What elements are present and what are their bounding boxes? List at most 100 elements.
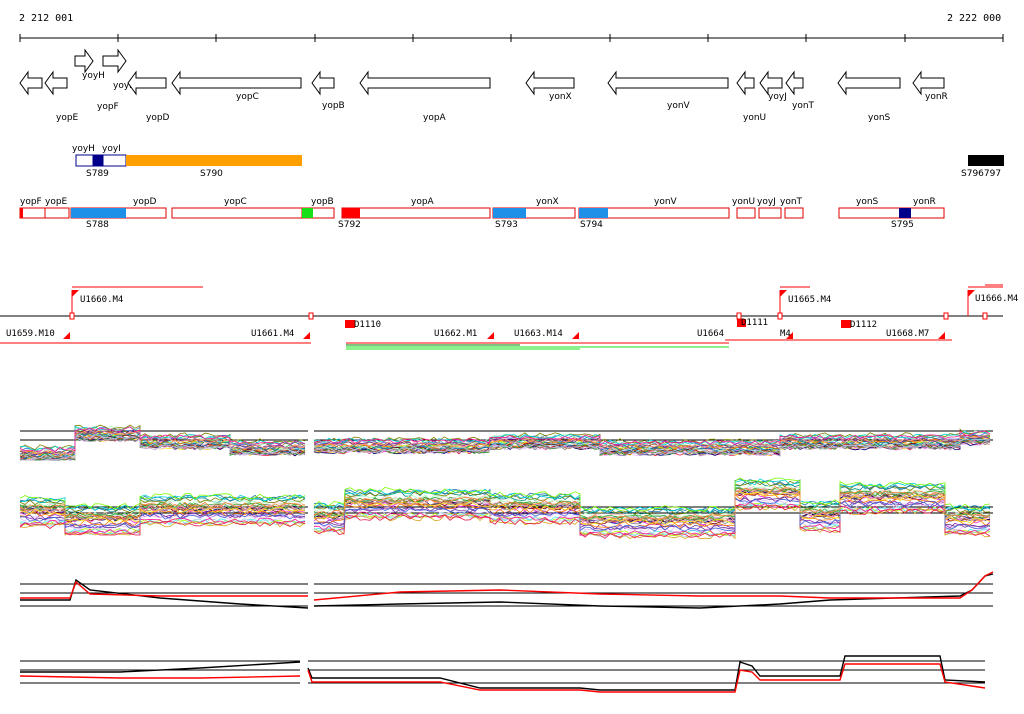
segment-label: S788: [86, 220, 109, 230]
expression-profile: [313, 440, 991, 456]
transcript-box: [345, 320, 355, 328]
segment-s790: [126, 155, 302, 166]
gene-label: yopC: [236, 92, 259, 102]
profile-red: [313, 571, 994, 601]
gene-yopA: yopA: [359, 70, 491, 123]
gene-yoyJ: yoyJ: [759, 70, 787, 102]
segment-label: S789: [86, 169, 109, 179]
segment-s796797: [968, 155, 1004, 166]
expression-profile: [313, 496, 991, 532]
transcript-end-flag: [572, 332, 579, 339]
gene-label: yopA: [423, 113, 447, 123]
segment-gene-label: yopB: [311, 197, 334, 207]
profile-red: [20, 580, 308, 599]
segment-gene-label: yonR: [913, 197, 936, 207]
coordinate-axis: [19, 34, 1004, 42]
gene-arrow: [311, 70, 335, 96]
segment-box: [44, 207, 70, 219]
gene-yonR: yonR: [912, 70, 948, 102]
segment-fill: [302, 208, 313, 218]
segment-gene-label: yonX: [536, 197, 559, 207]
expression-profile: [19, 518, 306, 535]
gene-arrow: [736, 70, 755, 96]
transcript-end-flag: [487, 332, 494, 339]
gene-arrow: [759, 70, 783, 96]
transcript-tick: [982, 312, 988, 320]
expression-panel-4: [19, 655, 986, 693]
expression-profile: [313, 438, 991, 454]
transcript-label: D1112: [850, 320, 877, 330]
gene-yopC: yopC: [171, 70, 302, 102]
gene-arrow: [19, 70, 43, 96]
segment-box: [758, 207, 782, 219]
gene-arrow: [607, 70, 729, 96]
gene-arrow: [837, 70, 901, 96]
expression-profile: [313, 477, 991, 512]
transcript-label: U1666.M4: [975, 294, 1018, 304]
profile-black: [307, 655, 986, 691]
segment-fill: [579, 208, 608, 218]
segment-gene-label: yopA: [411, 197, 435, 207]
expression-profile: [313, 504, 991, 539]
expression-profile: [313, 486, 991, 521]
segment-box: [171, 207, 303, 219]
gene-yopE: yopE: [44, 70, 79, 123]
segment-yoyI-box: [102, 154, 127, 167]
transcript-label: U1663.M14: [514, 329, 563, 339]
segment-fill: [899, 208, 911, 218]
transcript-track: U1659.M10 U1660.M4 U1661.M4 D1110 U1662.M1 U1…: [0, 284, 1018, 350]
expression-profile: [20, 436, 306, 461]
gene-yonS: yonS: [837, 70, 901, 123]
gene-label: yonX: [549, 92, 572, 102]
segment-box: [838, 207, 901, 219]
transcript-label: U1665.M4: [788, 295, 831, 305]
segment-gene-label: yonU: [732, 197, 755, 207]
segment-box: [341, 207, 491, 219]
transcript-end-flag: [63, 332, 70, 339]
transcript-label: D1110: [354, 320, 381, 330]
gene-yopF: yopF: [19, 70, 119, 112]
expression-profile: [19, 430, 306, 456]
segment-gene-label: yopE: [45, 197, 68, 207]
segment-gene-label: yonT: [780, 197, 803, 207]
expression-profile: [19, 434, 306, 460]
transcript-end-flag: [786, 332, 793, 339]
gene-arrow: [525, 70, 575, 96]
gene-label: yopF: [97, 102, 119, 112]
transcript-label: U1662.M1: [434, 329, 477, 339]
segment-gene-label: yopC: [224, 197, 247, 207]
gene-yopB: yopB: [311, 70, 345, 111]
gene-yonT: yonT: [785, 70, 815, 111]
gene-arrow: [74, 48, 94, 74]
transcript-label: M4: [780, 329, 791, 339]
segment-gene-label: yopD: [133, 197, 157, 207]
transcript-label: U1668.M7: [886, 329, 929, 339]
gene-label: yonV: [667, 101, 691, 111]
expression-profile: [313, 440, 991, 457]
expression-profile: [313, 430, 991, 447]
segment-fill: [71, 208, 126, 218]
transcript-tick: [777, 312, 783, 320]
gene-track: yopF yopE yoyH yoyI yopD yopC yopB yopA yonX yonV…: [19, 48, 948, 123]
segment-fill: [20, 208, 23, 218]
profile-red: [307, 663, 986, 693]
expression-profile: [313, 487, 991, 522]
gene-label: yoyI: [113, 81, 132, 91]
segment-label: S795: [891, 220, 914, 230]
segment-label: S792: [338, 220, 361, 230]
expression-profile: [19, 506, 306, 523]
expression-profile: [313, 490, 991, 526]
segment-track-1: yoyH yoyI S789 S790 S796797: [72, 144, 1004, 179]
segment-label: S794: [580, 220, 603, 230]
transcript-label: D1111: [741, 318, 768, 328]
segment-fill: [493, 208, 526, 218]
gene-label: yonU: [743, 113, 766, 123]
expression-profile: [313, 484, 991, 519]
transcript-start-flag: [968, 290, 975, 297]
expression-profile: [313, 435, 991, 450]
expression-profile: [313, 434, 991, 449]
gene-yonV: yonV: [607, 70, 729, 111]
segment-gene-label: yopF: [20, 197, 42, 207]
